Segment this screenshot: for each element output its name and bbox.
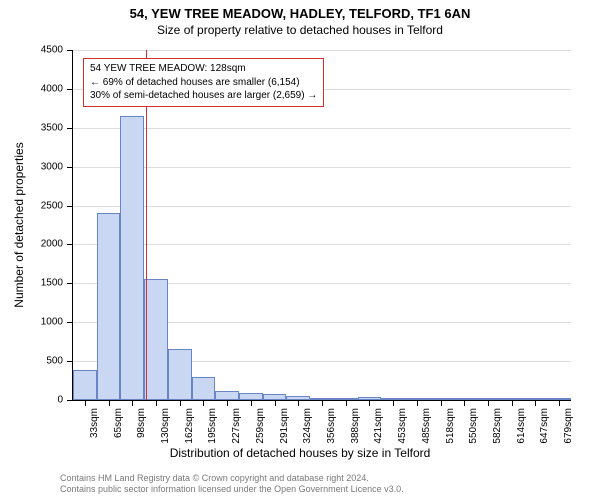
x-tick-label: 582sqm <box>492 408 503 444</box>
x-tick <box>85 400 86 406</box>
x-tick-label: 356sqm <box>326 408 337 444</box>
x-tick-label: 259sqm <box>255 408 266 444</box>
marker-info-box: 54 YEW TREE MEADOW: 128sqm ← 69% of deta… <box>83 58 324 107</box>
y-tick-label: 4000 <box>41 83 63 94</box>
x-tick-label: 614sqm <box>516 408 527 444</box>
histogram-bar <box>97 213 121 400</box>
x-tick <box>464 400 465 406</box>
y-tick-label: 1500 <box>41 278 63 289</box>
x-tick-label: 130sqm <box>160 408 171 444</box>
x-tick-label: 227sqm <box>231 408 242 444</box>
histogram-bar <box>215 391 239 400</box>
x-tick-label: 679sqm <box>563 408 574 444</box>
x-tick <box>512 400 513 406</box>
footer-attribution: Contains HM Land Registry data © Crown c… <box>60 473 404 496</box>
gridline <box>73 167 571 168</box>
y-tick <box>67 244 73 245</box>
y-tick-label: 2500 <box>41 200 63 211</box>
y-tick <box>67 322 73 323</box>
y-tick-label: 0 <box>57 395 63 406</box>
histogram-bar <box>120 116 144 400</box>
x-tick-label: 518sqm <box>445 408 456 444</box>
gridline <box>73 128 571 129</box>
x-tick <box>488 400 489 406</box>
x-axis-title: Distribution of detached houses by size … <box>0 446 600 460</box>
footer-line-1: Contains HM Land Registry data © Crown c… <box>60 473 404 485</box>
x-tick <box>132 400 133 406</box>
x-tick-label: 647sqm <box>539 408 550 444</box>
gridline <box>73 206 571 207</box>
x-tick-label: 65sqm <box>113 408 124 438</box>
x-tick <box>559 400 560 406</box>
x-tick <box>275 400 276 406</box>
x-tick <box>322 400 323 406</box>
y-tick-label: 3500 <box>41 122 63 133</box>
histogram-bar <box>73 370 97 400</box>
y-tick-label: 1000 <box>41 317 63 328</box>
histogram-bar <box>144 279 168 400</box>
chart-title-main: 54, YEW TREE MEADOW, HADLEY, TELFORD, TF… <box>0 0 600 21</box>
chart-title-sub: Size of property relative to detached ho… <box>0 21 600 37</box>
y-tick <box>67 89 73 90</box>
y-tick <box>67 128 73 129</box>
x-tick <box>369 400 370 406</box>
x-tick-label: 98sqm <box>136 408 147 438</box>
y-tick <box>67 167 73 168</box>
y-tick-label: 500 <box>46 356 63 367</box>
x-tick-label: 33sqm <box>89 408 100 438</box>
y-tick-label: 2000 <box>41 239 63 250</box>
x-tick-label: 550sqm <box>468 408 479 444</box>
x-tick-label: 388sqm <box>350 408 361 444</box>
x-tick <box>109 400 110 406</box>
y-tick <box>67 400 73 401</box>
x-tick-label: 485sqm <box>421 408 432 444</box>
gridline <box>73 50 571 51</box>
y-tick <box>67 50 73 51</box>
y-tick-label: 3000 <box>41 161 63 172</box>
x-tick-label: 421sqm <box>373 408 384 444</box>
x-tick-label: 324sqm <box>302 408 313 444</box>
y-tick <box>67 283 73 284</box>
x-tick-label: 291sqm <box>279 408 290 444</box>
histogram-bar <box>192 377 216 400</box>
x-tick <box>417 400 418 406</box>
x-tick <box>298 400 299 406</box>
histogram-bar <box>168 349 192 400</box>
x-tick <box>251 400 252 406</box>
x-tick <box>227 400 228 406</box>
x-tick <box>180 400 181 406</box>
x-tick <box>156 400 157 406</box>
info-line-3: 30% of semi-detached houses are larger (… <box>90 89 317 103</box>
y-axis-title: Number of detached properties <box>12 142 26 307</box>
x-tick-label: 162sqm <box>184 408 195 444</box>
x-tick <box>346 400 347 406</box>
chart-plot-area: 05001000150020002500300035004000450033sq… <box>72 50 571 401</box>
x-tick-label: 195sqm <box>207 408 218 444</box>
info-line-2: ← 69% of detached houses are smaller (6,… <box>90 76 317 90</box>
y-tick <box>67 361 73 362</box>
x-tick <box>535 400 536 406</box>
gridline <box>73 244 571 245</box>
x-tick-label: 453sqm <box>397 408 408 444</box>
info-line-1: 54 YEW TREE MEADOW: 128sqm <box>90 62 317 76</box>
x-tick <box>393 400 394 406</box>
histogram-bar <box>239 393 263 400</box>
y-tick-label: 4500 <box>41 45 63 56</box>
y-tick <box>67 206 73 207</box>
footer-line-2: Contains public sector information licen… <box>60 484 404 496</box>
x-tick <box>441 400 442 406</box>
x-tick <box>203 400 204 406</box>
